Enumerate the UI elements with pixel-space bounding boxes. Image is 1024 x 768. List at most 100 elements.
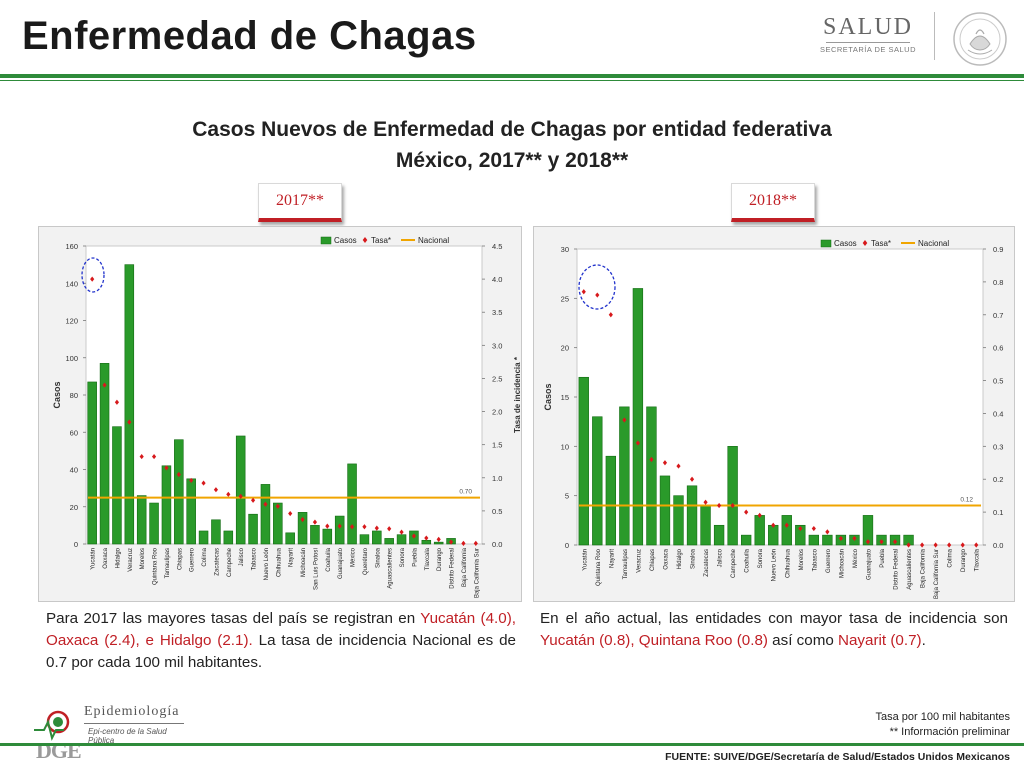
chart-2018-rate-point bbox=[595, 292, 600, 298]
chart-2018-category-label: Yucatán bbox=[582, 549, 588, 571]
chart-2017-category-label: Tamaulipas bbox=[165, 548, 171, 578]
footnote-rate-unit: Tasa por 100 mil habitantes bbox=[875, 711, 1010, 723]
note-2018-middle: así como bbox=[767, 632, 839, 649]
chart-2017-rate-point bbox=[263, 501, 268, 507]
chart-2017-rate-point bbox=[312, 519, 318, 525]
chart-2018-rate-point bbox=[906, 542, 911, 548]
chart-2018: 0 5 10 15 20 25 30 0.0 0.1 0.2 0.3 0.4 0.5 0.6 0.7 0.8 0… bbox=[533, 226, 1015, 602]
chart-2017-y2tick-label: 1.5 bbox=[492, 441, 502, 450]
chart-2018-category-label: Baja California Sur bbox=[934, 549, 940, 599]
chart-2018-y2tick-label: 0.3 bbox=[993, 442, 1003, 451]
chart-2017-rate-point bbox=[300, 516, 305, 523]
chart-2017-rate-point bbox=[349, 524, 355, 530]
chart-2017-category-label: Querétaro bbox=[363, 547, 369, 575]
dge-logo-icon bbox=[34, 710, 70, 741]
chart-2018-bar bbox=[632, 288, 644, 546]
chart-2018-bar bbox=[727, 446, 738, 546]
chart-2017-bar bbox=[310, 525, 320, 545]
chart-2017-rate-point bbox=[288, 510, 293, 517]
chart-2018-rate-point bbox=[852, 535, 857, 542]
salud-logo-divider bbox=[826, 42, 910, 43]
chart-2017-y2label: Tasa de incidencia * bbox=[513, 356, 521, 433]
epi-logo-rule bbox=[84, 723, 184, 724]
chart-2017-legend-swatch-casos bbox=[320, 236, 332, 245]
chart-2017-ytick-label: 120 bbox=[65, 317, 78, 326]
chart-2017-rate-point bbox=[275, 503, 280, 509]
chart-2018-legend-swatch-tasa bbox=[862, 240, 868, 246]
chart-2017-ytick-label: 60 bbox=[70, 428, 78, 437]
chart-2018-y2tick-label: 0.8 bbox=[993, 278, 1003, 287]
chart-2018-rate-point bbox=[811, 525, 816, 532]
chart-2017-category-label: Chihuahua bbox=[276, 547, 282, 577]
chart-2017: 0 20 40 60 80 100 120 140 160 0.0 0.5 1.0 1.5 2.0 2.5 3… bbox=[38, 226, 522, 602]
chart-2018-national-label: 0.12 bbox=[960, 497, 973, 504]
chart-2018-bar bbox=[808, 534, 820, 546]
note-2018-highlight-2: Nayarit (0.7) bbox=[838, 632, 922, 649]
chart-2017-category-label: Guanajuato bbox=[338, 547, 344, 579]
chart-2018-ytick-label: 15 bbox=[561, 393, 569, 402]
chart-2018-category-label: Puebla bbox=[880, 548, 886, 567]
chart-2018-category-label: Tamaulipas bbox=[623, 549, 629, 579]
chart-2017-bar bbox=[211, 519, 221, 545]
chart-2018-bar bbox=[700, 505, 711, 546]
note-2017: Para 2017 las mayores tasas del país se … bbox=[46, 608, 516, 674]
salud-logo-subtext: SECRETARÍA DE SALUD bbox=[819, 45, 917, 54]
chart-2017-rate-point bbox=[337, 523, 342, 529]
chart-2018-bar bbox=[578, 376, 589, 546]
chart-2017-rate-point bbox=[436, 536, 441, 542]
chart-2018-y2tick-label: 0.4 bbox=[993, 409, 1003, 418]
chart-2018-bar bbox=[592, 416, 603, 546]
chart-2018-legend-label-tasa: Tasa* bbox=[871, 239, 891, 248]
chart-2017-bar bbox=[235, 435, 246, 545]
chart-2017-plot-area bbox=[85, 245, 483, 545]
mexico-seal-icon bbox=[953, 12, 1007, 66]
chart-2018-y2tick-label: 0.7 bbox=[993, 311, 1003, 320]
chart-2017-category-label: Jalisco bbox=[239, 547, 245, 566]
chart-2017-bar bbox=[260, 484, 271, 545]
chart-2017-rate-point bbox=[189, 477, 194, 484]
chart-2017-rate-point bbox=[374, 525, 379, 531]
chart-2017-rate-point bbox=[424, 535, 429, 541]
chart-2017-bar bbox=[174, 439, 184, 545]
chart-2018-rate-point bbox=[784, 522, 789, 528]
chart-2018-ytick-label: 10 bbox=[561, 442, 569, 451]
chart-2018-category-label: Oaxaca bbox=[663, 548, 669, 569]
chart-2018-y2tick-label: 0.6 bbox=[993, 344, 1003, 353]
chart-2018-ylabel: Casos bbox=[543, 383, 553, 410]
chart-2017-highlight-circle bbox=[81, 257, 105, 293]
chart-2018-bar bbox=[754, 515, 765, 546]
chart-2017-category-label: Durango bbox=[437, 547, 443, 571]
chart-2017-rate-point bbox=[387, 526, 392, 532]
chart-2017-bar bbox=[334, 515, 345, 545]
chart-2017-bar bbox=[359, 534, 370, 545]
chart-2018-bar bbox=[605, 455, 617, 546]
chart-2018-rate-point bbox=[825, 529, 830, 535]
chart-2017-category-label: Tlaxcala bbox=[425, 547, 431, 570]
chart-2018-y2tick-label: 0.5 bbox=[993, 377, 1003, 386]
chart-2017-category-label: Coahuila bbox=[326, 547, 332, 571]
chart-2017-rate-point bbox=[473, 540, 478, 546]
chart-2018-rate-point bbox=[933, 542, 938, 548]
chart-2018-category-label: Durango bbox=[961, 548, 967, 572]
note-2017-intro: Para 2017 las mayores tasas del país se … bbox=[46, 610, 421, 627]
note-2017-rest: La tasa de incidencia Nacional es de 0.7… bbox=[46, 632, 516, 671]
chart-2017-ylabel: Casos bbox=[52, 381, 62, 408]
epi-logo-tagline: Epi-centro de la Salud Pública bbox=[88, 727, 167, 745]
chart-2017-rate-point bbox=[238, 493, 243, 499]
chart-2018-legend-swatch-casos bbox=[820, 239, 832, 248]
chart-2018-legend-label-nacional: Nacional bbox=[918, 239, 949, 248]
epi-logo-label: Epidemiología bbox=[84, 704, 180, 719]
chart-2018-category-label: Nayarit bbox=[609, 549, 615, 568]
chart-2017-bar bbox=[136, 495, 147, 545]
chart-2017-rate-point bbox=[226, 491, 231, 497]
chart-2017-y2tick-label: 2.5 bbox=[492, 374, 502, 383]
chart-2018-bar bbox=[768, 524, 779, 546]
chart-2018-y2tick-label: 0.2 bbox=[993, 475, 1003, 484]
footnote-preliminary: ** Información preliminar bbox=[889, 726, 1010, 738]
chart-2017-y2tick-label: 4.0 bbox=[492, 275, 502, 284]
chart-2017-rate-point bbox=[362, 524, 367, 530]
chart-2018-category-label: Tabasco bbox=[812, 548, 818, 571]
chart-2018-rate-point bbox=[798, 525, 803, 532]
chart-2017-ytick-label: 0 bbox=[74, 540, 78, 549]
chart-2017-category-label: Puebla bbox=[412, 547, 418, 566]
